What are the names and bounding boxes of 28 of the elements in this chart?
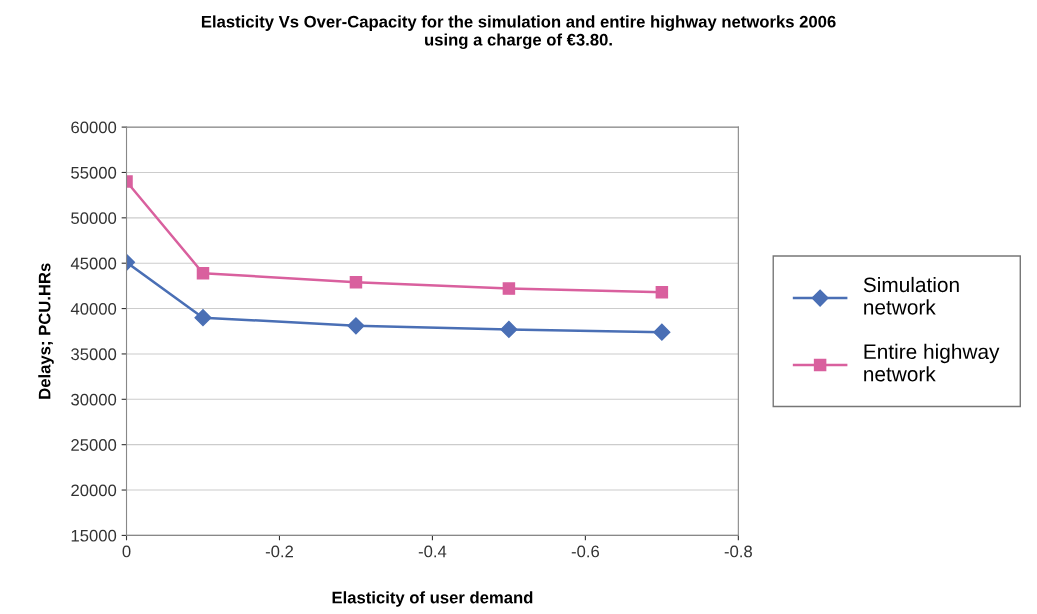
point <box>500 320 518 338</box>
y-tick-label: 15000 <box>71 529 117 542</box>
chart-title: Elasticity Vs Over-Capacity for the simulation and entire highway networks 2006 using a charge of €3.80. <box>201 15 836 49</box>
y-tick-label: 60000 <box>71 121 117 134</box>
y-tick-label: 35000 <box>71 348 117 361</box>
point <box>655 285 669 299</box>
y-tick-label: 50000 <box>71 212 117 225</box>
x-tick-label: -0.8 <box>724 545 752 558</box>
point <box>349 276 363 289</box>
x-tick-label: -0.6 <box>571 545 600 558</box>
y-tick-label: 55000 <box>71 166 117 179</box>
y-tick-label: 20000 <box>71 484 117 497</box>
y-axis-title: Delays; PCU.HRs <box>38 263 54 399</box>
y-tick-label: 30000 <box>71 393 117 406</box>
point <box>196 266 210 280</box>
point <box>502 282 516 295</box>
legend-label: Entire highway network <box>864 343 1000 382</box>
x-tick-label: -0.2 <box>265 545 293 558</box>
point <box>347 317 365 335</box>
x-tick-label: 0 <box>122 545 131 558</box>
y-tick-label: 40000 <box>70 302 117 315</box>
x-tick-label: -0.4 <box>418 545 447 558</box>
x-axis-title: Elasticity of user demand <box>332 591 533 607</box>
y-tick-label: 45000 <box>70 257 117 270</box>
y-tick-label: 25000 <box>71 439 117 451</box>
legend-label: Simulation network <box>863 276 959 315</box>
point <box>194 309 212 327</box>
point <box>653 323 671 341</box>
